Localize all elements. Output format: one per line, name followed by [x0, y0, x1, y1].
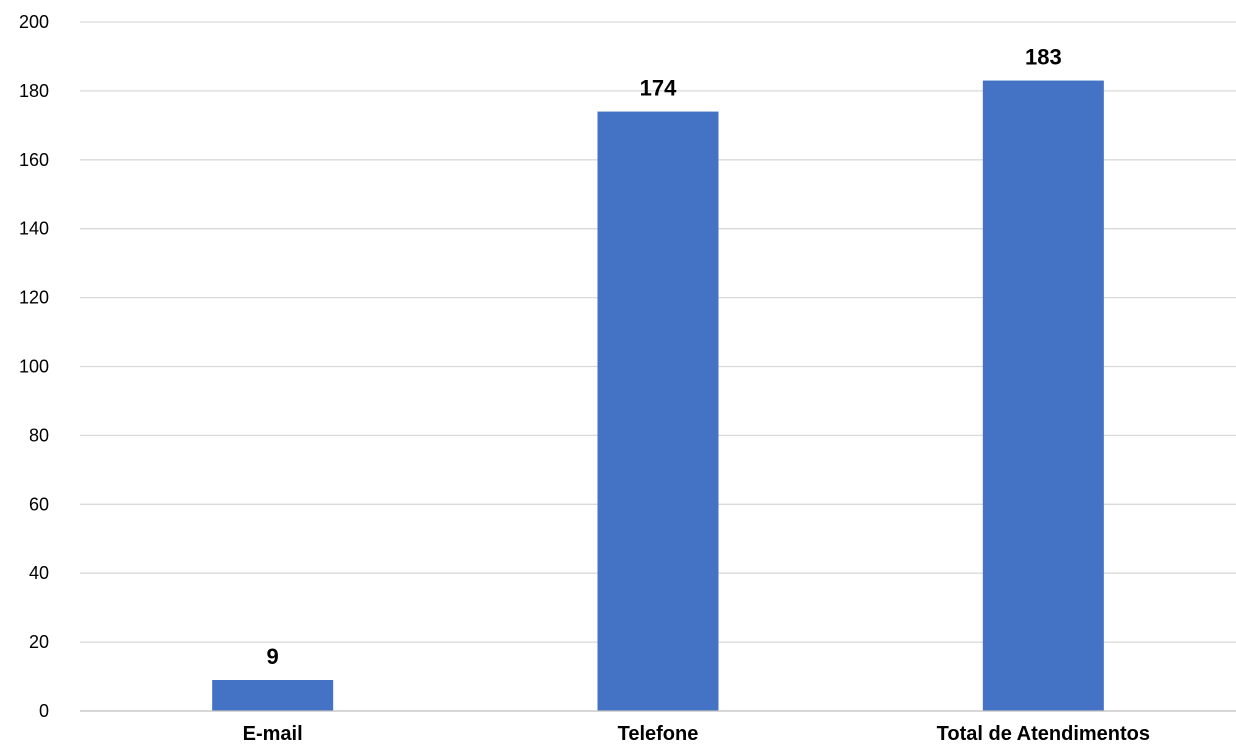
x-category-label: Telefone — [618, 723, 699, 745]
y-tick-label: 100 — [19, 357, 49, 377]
y-tick-label: 40 — [29, 563, 49, 583]
y-tick-label: 0 — [39, 701, 49, 721]
x-category-label: Total de Atendimentos — [937, 723, 1150, 745]
data-labels: 9 174 183 — [267, 45, 1062, 669]
y-tick-label: 140 — [19, 219, 49, 239]
data-label: 9 — [267, 644, 279, 669]
bars — [212, 80, 1104, 711]
x-axis-category-labels: E-mail Telefone Total de Atendimentos — [243, 723, 1150, 745]
bar — [597, 111, 719, 711]
bar — [982, 80, 1104, 711]
y-tick-label: 160 — [19, 150, 49, 170]
y-tick-label: 80 — [29, 425, 49, 445]
y-tick-label: 180 — [19, 81, 49, 101]
y-tick-label: 200 — [19, 12, 49, 32]
bar — [212, 679, 334, 711]
y-tick-label: 60 — [29, 494, 49, 514]
y-axis-tick-labels: 0 20 40 60 80 100 120 140 160 180 200 — [19, 12, 49, 721]
x-category-label: E-mail — [243, 723, 303, 745]
y-tick-label: 120 — [19, 288, 49, 308]
y-tick-label: 20 — [29, 632, 49, 652]
data-label: 183 — [1025, 45, 1062, 70]
data-label: 174 — [640, 76, 677, 101]
